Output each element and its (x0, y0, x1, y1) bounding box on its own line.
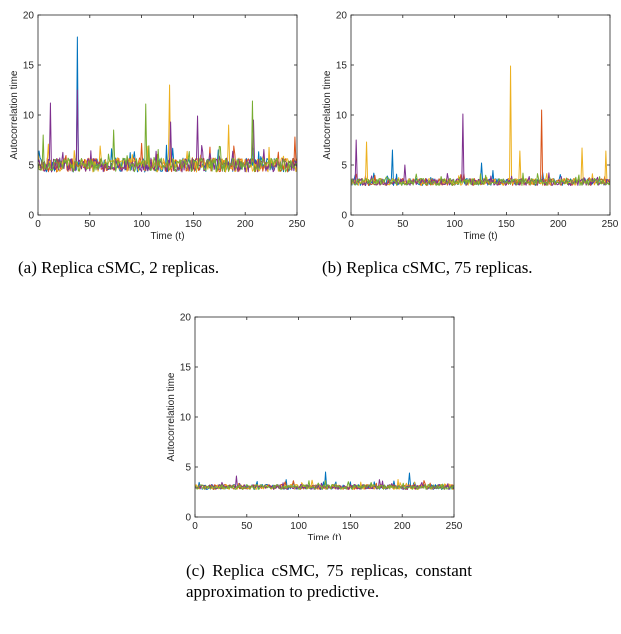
x-tick-label: 50 (241, 521, 253, 532)
series-line-b-5 (351, 172, 610, 186)
caption-c: (c) Replica cSMC, 75 replicas, constant … (186, 561, 472, 601)
x-tick-label: 150 (498, 219, 515, 230)
y-tick-label: 5 (28, 161, 34, 172)
x-tick-label: 100 (290, 521, 307, 532)
caption-b: (b) Replica cSMC, 75 replicas. (322, 258, 533, 277)
panel-b: 0 50 100 150 200 250 0 5 10 15 20 Time (t) Autocorre… (322, 11, 619, 243)
y-tick-label: 10 (336, 111, 348, 122)
series-group-c (195, 471, 454, 490)
x-tick-label: 200 (237, 219, 254, 230)
panel-c: 0 50 100 150 200 250 0 5 10 15 20 Time (t) Autocorre… (166, 313, 463, 541)
y-tick-label: 0 (28, 211, 34, 222)
x-tick-label: 200 (394, 521, 411, 532)
y-tick-label: 20 (180, 313, 192, 324)
caption-a: (a) Replica cSMC, 2 replicas. (18, 258, 220, 277)
y-tick-label: 5 (185, 463, 191, 474)
y-axis-label: Autocorrelation time (166, 372, 177, 461)
y-tick-label: 10 (180, 413, 192, 424)
x-axis-label: Time (t) (307, 533, 341, 540)
y-tick-label: 10 (23, 111, 35, 122)
x-tick-label: 50 (84, 219, 96, 230)
y-axis-label: Autocorrelation time (322, 70, 333, 159)
y-axis-label: Autocorrelation time (9, 70, 20, 159)
series-line-c-5 (195, 480, 454, 490)
y-tick-label: 5 (341, 161, 347, 172)
y-tick-label: 15 (336, 61, 348, 72)
x-axis-label: Time (t) (150, 231, 184, 242)
y-tick-label: 15 (23, 61, 35, 72)
x-tick-label: 0 (348, 219, 354, 230)
x-tick-label: 50 (397, 219, 409, 230)
x-tick-label: 0 (192, 521, 198, 532)
y-tick-label: 20 (23, 11, 35, 22)
panel-a: 0 50 100 150 200 250 0 5 10 15 20 Time (t) Autocorre… (9, 11, 306, 243)
y-tick-label: 0 (341, 211, 347, 222)
x-tick-label: 150 (342, 521, 359, 532)
x-tick-label: 100 (133, 219, 150, 230)
x-tick-label: 250 (602, 219, 619, 230)
x-tick-label: 100 (446, 219, 463, 230)
series-group-a (38, 36, 297, 173)
series-group-b (351, 65, 610, 186)
y-tick-label: 0 (185, 513, 191, 524)
x-tick-label: 250 (289, 219, 306, 230)
x-tick-label: 0 (35, 219, 41, 230)
series-line-b-3 (351, 65, 610, 186)
y-tick-label: 20 (336, 11, 348, 22)
x-tick-label: 200 (550, 219, 567, 230)
x-axis-label: Time (t) (463, 231, 497, 242)
x-tick-label: 150 (185, 219, 202, 230)
x-tick-label: 250 (446, 521, 463, 532)
series-line-a-5 (38, 100, 297, 173)
y-tick-label: 15 (180, 363, 192, 374)
